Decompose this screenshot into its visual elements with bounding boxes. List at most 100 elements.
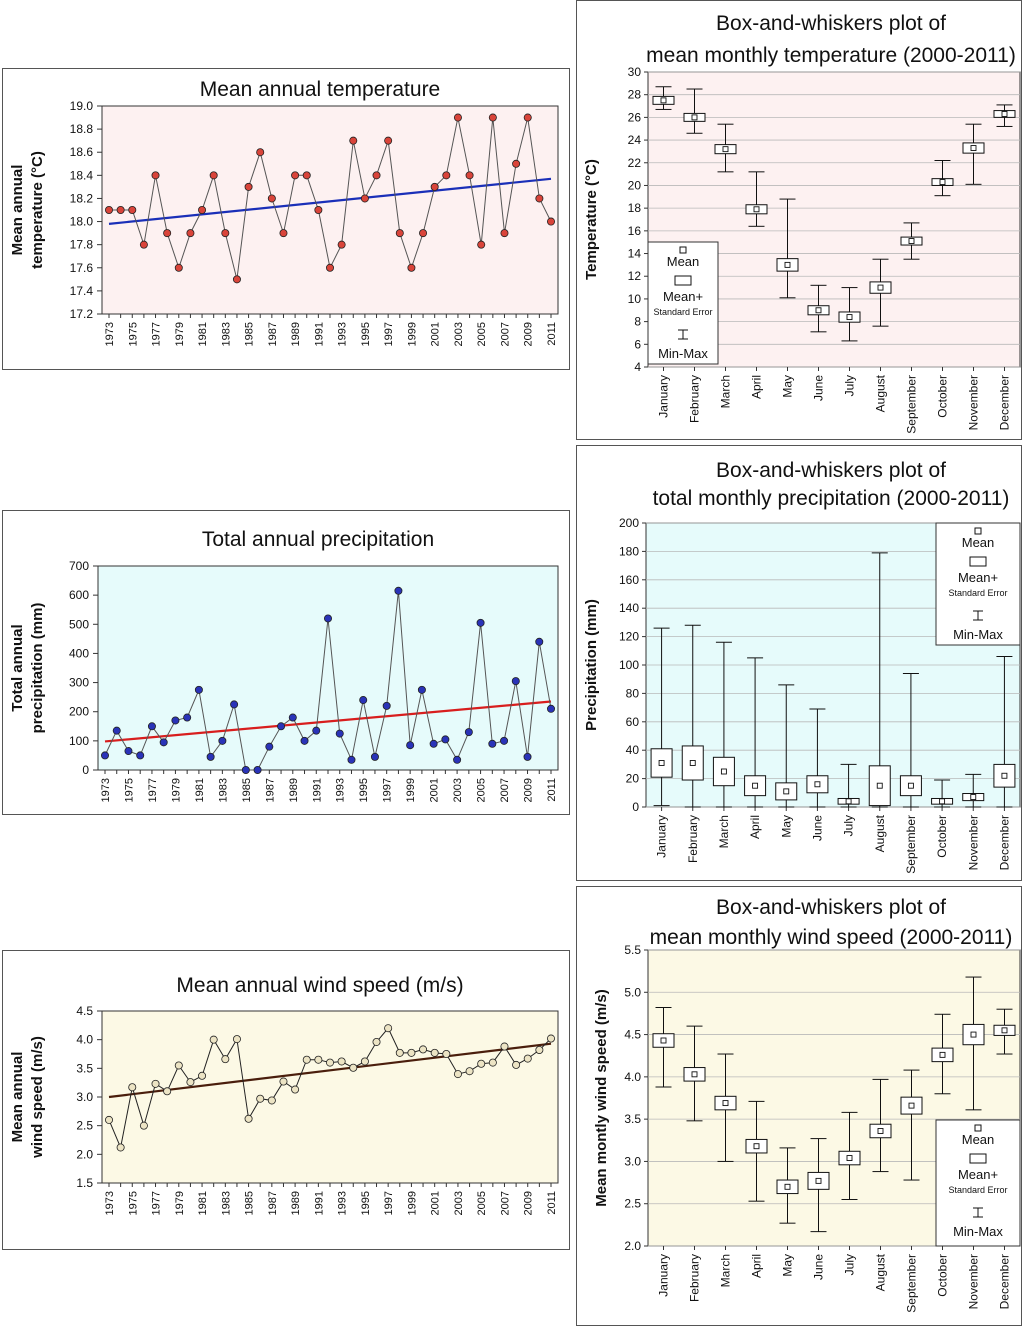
mean-marker — [814, 781, 821, 788]
data-point — [488, 739, 497, 748]
data-point — [265, 742, 274, 751]
legend-minmax-label: Min-Max — [658, 346, 708, 361]
data-point — [407, 1048, 416, 1057]
data-point — [232, 1035, 241, 1044]
x-tick-label: 1973 — [104, 1191, 116, 1215]
y-tick-label: 18.2 — [70, 191, 94, 205]
trend-line — [104, 700, 552, 743]
legend-minmax-label: Min-Max — [953, 1224, 1003, 1239]
data-point — [139, 240, 148, 249]
data-point — [500, 1042, 509, 1051]
x-tick-label: April — [748, 815, 762, 839]
x-tick-label: 1997 — [383, 322, 395, 346]
x-tick-label: July — [843, 1254, 857, 1275]
y-tick-label: 19.0 — [70, 99, 94, 113]
x-tick-label: 2011 — [546, 778, 558, 802]
data-point — [349, 136, 358, 145]
x-tick-label: 1981 — [194, 778, 206, 802]
y-tick-label: 17.2 — [70, 307, 94, 321]
legend-mean-symbol — [974, 527, 982, 535]
y-tick-label: 3.0 — [76, 1090, 93, 1104]
y-tick-label: 18.4 — [70, 168, 94, 182]
mean-marker — [877, 1128, 884, 1134]
x-tick-label: 1999 — [406, 322, 418, 346]
data-point — [291, 1085, 300, 1094]
data-point — [151, 1079, 160, 1088]
x-tick-label: July — [843, 375, 857, 396]
y-tick-label: 120 — [619, 630, 639, 644]
y-tick-label: 12 — [628, 269, 642, 283]
y-tick-label: 200 — [619, 516, 639, 530]
data-point — [347, 755, 356, 764]
x-tick-label: December — [998, 375, 1012, 430]
data-point — [337, 240, 346, 249]
mean-marker — [784, 261, 791, 268]
x-tick-label: October — [936, 375, 950, 418]
data-point — [112, 726, 121, 735]
y-tick-label: 18.0 — [70, 215, 94, 229]
x-tick-label: 1987 — [267, 1191, 279, 1215]
y-tick-label: 18 — [628, 201, 642, 215]
mean-marker — [877, 284, 884, 291]
data-point — [464, 728, 473, 737]
data-point — [256, 1094, 265, 1103]
chart-box-monthly-wind-speed: Box-and-whiskers plot of mean monthly win… — [576, 886, 1022, 1326]
y-tick-label: 0 — [632, 800, 639, 814]
x-tick-label: 2009 — [523, 322, 535, 346]
data-point — [323, 614, 332, 623]
x-tick-label: 1989 — [290, 1191, 302, 1215]
x-tick-label: 1993 — [337, 322, 349, 346]
data-point — [442, 1050, 451, 1059]
x-tick-label: 1981 — [197, 322, 209, 346]
y-tick-label: 6 — [634, 337, 641, 351]
data-point — [241, 765, 250, 774]
chart-box-monthly-temperature: Box-and-whiskers plot of mean monthly tem… — [576, 0, 1022, 440]
data-point — [174, 263, 183, 272]
y-tick-label: 140 — [619, 601, 639, 615]
x-tick-label: December — [998, 1254, 1012, 1309]
data-point — [105, 205, 114, 214]
x-tick-label: February — [688, 1254, 702, 1302]
y-tick-label: 30 — [628, 65, 642, 79]
legend-se-symbol — [674, 275, 692, 286]
chart-title: Mean annual wind speed (m/s) — [176, 974, 463, 997]
mean-marker — [1001, 111, 1008, 117]
x-tick-label: March — [719, 375, 733, 408]
x-tick-label: January — [657, 375, 671, 418]
x-tick-label: 1995 — [360, 322, 372, 346]
y-axis-label: Precipitation (mm) — [583, 599, 600, 731]
data-point — [488, 113, 497, 122]
chart-box-monthly-precipitation: Box-and-whiskers plot of total monthly pr… — [576, 445, 1022, 881]
mean-marker — [939, 798, 946, 805]
data-point — [163, 229, 172, 238]
data-point — [500, 736, 509, 745]
data-point — [253, 765, 262, 774]
data-point — [198, 1071, 207, 1080]
data-point — [244, 182, 253, 191]
data-point — [221, 1055, 230, 1064]
data-point — [300, 736, 309, 745]
data-point — [139, 1121, 148, 1130]
x-tick-label: March — [719, 1254, 733, 1287]
data-point — [279, 1077, 288, 1086]
x-tick-label: 1983 — [217, 778, 229, 802]
legend-se-label: Mean+ — [958, 570, 998, 585]
data-point — [359, 696, 368, 705]
x-tick-label: 1997 — [382, 778, 394, 802]
x-tick-label: June — [812, 375, 826, 401]
x-tick-label: 2001 — [430, 1191, 442, 1215]
plot-area — [101, 1010, 559, 1184]
data-point — [511, 677, 520, 686]
x-tick-label: 1985 — [244, 1191, 256, 1215]
data-point — [128, 1083, 137, 1092]
y-tick-label: 17.6 — [70, 261, 94, 275]
x-tick-label: 1975 — [123, 778, 135, 802]
y-tick-label: 4.5 — [624, 1028, 641, 1042]
y-tick-label: 2.0 — [624, 1239, 641, 1253]
x-tick-label: 1979 — [174, 1191, 186, 1215]
legend-se-label: Mean+ — [958, 1167, 998, 1182]
x-tick-label: 1985 — [244, 322, 256, 346]
y-axis-label: Total annual — [9, 624, 26, 711]
data-point — [535, 637, 544, 646]
data-point — [147, 722, 156, 731]
